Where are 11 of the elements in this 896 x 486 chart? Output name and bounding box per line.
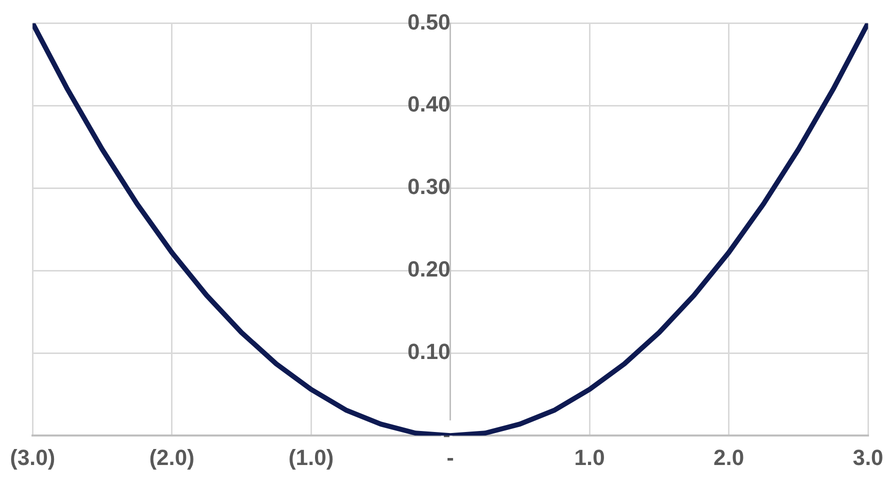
- x-tick-label: 3.0: [852, 444, 884, 470]
- y-tick-label: 0.10: [407, 339, 450, 364]
- x-tick-label: (3.0): [10, 444, 56, 470]
- x-tick-label: (2.0): [149, 444, 194, 470]
- y-tick-label: 0.40: [407, 92, 450, 117]
- x-tick-label: 2.0: [713, 444, 744, 470]
- y-tick-label: 0.50: [407, 9, 450, 34]
- y-tick-label: 0.20: [407, 256, 450, 282]
- y-tick-label: 0.30: [407, 174, 450, 200]
- x-tick-label: 1.0: [574, 444, 605, 470]
- x-tick-label: (1.0): [288, 444, 334, 470]
